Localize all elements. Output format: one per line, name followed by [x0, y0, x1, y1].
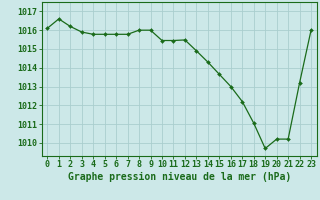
- X-axis label: Graphe pression niveau de la mer (hPa): Graphe pression niveau de la mer (hPa): [68, 172, 291, 182]
